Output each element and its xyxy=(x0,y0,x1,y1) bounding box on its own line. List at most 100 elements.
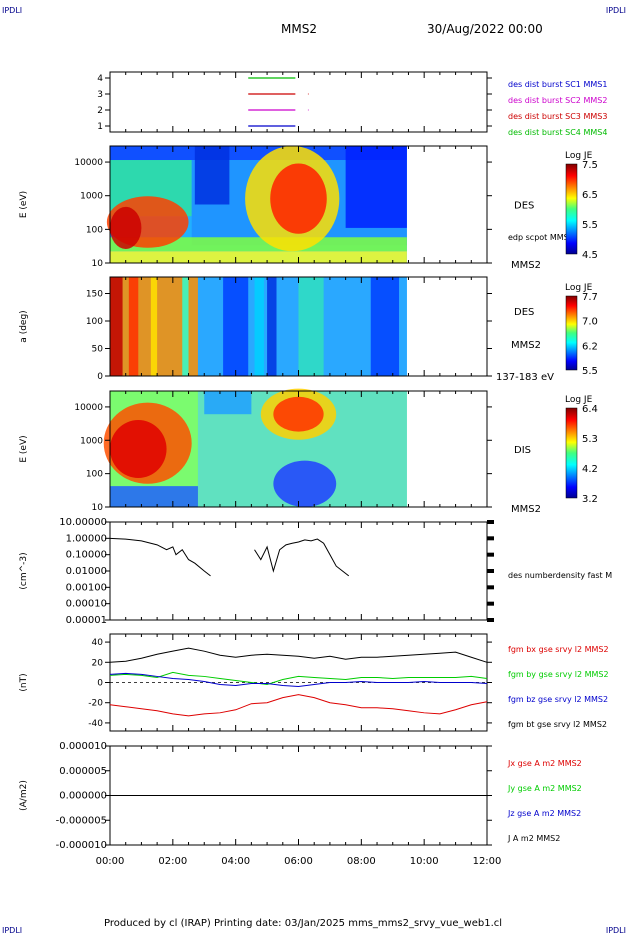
spectrogram-des-energy-block-9 xyxy=(194,146,230,205)
pitch-y-tick-label-3: 150 xyxy=(86,290,103,300)
pitch-y-tick-label-1: 50 xyxy=(92,345,104,355)
bfield-line-3 xyxy=(109,694,488,717)
time-label-1: 02:00 xyxy=(158,856,187,867)
current-tick-label-3: -0.000005 xyxy=(56,815,107,826)
colorbar-title-3: Log JE xyxy=(565,395,593,405)
time-label-5: 10:00 xyxy=(410,856,439,867)
energy-y-3-tick-label-0: 10 xyxy=(92,503,104,513)
density-tick-right-4 xyxy=(487,585,494,590)
energy-y-1-tick-label-3: 10000 xyxy=(74,158,103,168)
density-tick-right-6 xyxy=(487,618,494,622)
colorbar-1 xyxy=(565,163,578,255)
density-tick-label-6: 0.00001 xyxy=(66,615,107,626)
colorbar-tick-2-3: 5.5 xyxy=(582,366,598,377)
spectrogram-des-pitch-block-7 xyxy=(254,277,264,376)
colorbar-2 xyxy=(565,295,578,371)
bfield-line-0 xyxy=(109,647,488,663)
pitch-spacecraft-label: MMS2 xyxy=(511,340,541,351)
bfield-y-tick-label-4: -40 xyxy=(88,719,103,729)
time-label-6: 12:00 xyxy=(473,856,502,867)
scpot-overlay-label: edp scpot MMS2 xyxy=(508,233,574,242)
density-line-1 xyxy=(254,538,350,577)
burst-legend-3: des dist burst SC4 MMS4 xyxy=(508,128,607,137)
energy-ylabel-3: E (eV) xyxy=(19,435,29,462)
species-label-1: DES xyxy=(514,201,534,212)
colorbar-tick-1-3: 4.5 xyxy=(582,250,598,261)
density-tick-right-2 xyxy=(487,552,494,557)
spectrogram-des-energy xyxy=(106,146,407,263)
burst-legend-2: des dist burst SC3 MMS3 xyxy=(508,112,607,121)
energy-ylabel-1: E (eV) xyxy=(19,191,29,218)
spectrogram-des-pitch-block-6 xyxy=(223,277,249,376)
time-label-4: 08:00 xyxy=(347,856,376,867)
current-tick-label-0: 0.000010 xyxy=(59,741,107,752)
current-legend-3: J A m2 MMS2 xyxy=(507,834,560,843)
density-tick-label-4: 0.00100 xyxy=(66,582,107,593)
pitch-y-tick-label-2: 100 xyxy=(86,317,103,327)
spectrogram-dis-energy xyxy=(103,388,407,507)
density-tick-label-5: 0.00010 xyxy=(66,599,107,610)
bfield-y-tick-label-2: 0 xyxy=(97,679,103,689)
colorbar-tick-2-2: 6.2 xyxy=(582,341,598,352)
energy-y-3-tick-label-1: 100 xyxy=(86,470,103,480)
spectrogram-dis-energy-block-8 xyxy=(273,460,337,507)
density-tick-label-1: 1.00000 xyxy=(66,533,107,544)
bfield-legend-2: fgm bz gse srvy l2 MMS2 xyxy=(508,695,608,704)
corner-label-bottom-left: IPDLI xyxy=(2,926,23,935)
spectrogram-des-energy-block-0 xyxy=(110,146,407,161)
energy-y-1-tick-label-0: 10 xyxy=(92,259,104,269)
pitch-species-label: DES xyxy=(514,307,534,318)
time-label-0: 00:00 xyxy=(96,856,125,867)
spacecraft-label-3: MMS2 xyxy=(511,504,541,515)
burst-y-tick-label-3: 4 xyxy=(97,74,103,84)
density-tick-label-3: 0.01000 xyxy=(66,566,107,577)
time-label-3: 06:00 xyxy=(284,856,313,867)
pitch-y-tick-label-0: 0 xyxy=(97,372,103,382)
bfield-y-tick-label-3: -20 xyxy=(88,699,103,709)
colorbar-tick-3-2: 4.2 xyxy=(582,464,598,475)
spectrogram-des-pitch-block-1 xyxy=(110,277,123,376)
energy-y-1-tick-label-1: 100 xyxy=(86,225,103,235)
current-tick-label-4: -0.000010 xyxy=(56,840,107,851)
energy-y-3-tick-label-2: 1000 xyxy=(80,436,103,446)
current-legend-1: Jy gse A m2 MMS2 xyxy=(507,784,582,793)
species-label-3: DIS xyxy=(514,445,531,456)
spacecraft-label-1: MMS2 xyxy=(511,260,541,271)
bfield-y-tick-label-0: 40 xyxy=(92,638,104,648)
density-legend-0: des numberdensity fast M xyxy=(508,571,612,580)
colorbar-title-2: Log JE xyxy=(565,283,593,293)
bfield-legend-1: fgm by gse srvy l2 MMS2 xyxy=(508,670,609,679)
burst-y-tick-label-0: 1 xyxy=(97,122,103,132)
colorbar-tick-1-1: 6.5 xyxy=(582,190,598,201)
colorbar-tick-3-1: 5.3 xyxy=(582,434,598,445)
colorbar-3 xyxy=(565,407,578,499)
date-title: 30/Aug/2022 00:00 xyxy=(427,22,543,36)
spectrogram-des-pitch-block-4 xyxy=(182,277,189,376)
burst-legend-1: des dist burst SC2 MMS2 xyxy=(508,96,607,105)
bfield-y-tick-label-1: 20 xyxy=(92,658,104,668)
corner-label-bottom-right: IPDLI xyxy=(605,926,626,935)
colorbar-tick-1-2: 5.5 xyxy=(582,220,598,231)
spectrogram-des-pitch-block-9 xyxy=(298,277,324,376)
density-tick-label-2: 0.10000 xyxy=(66,550,107,561)
pitch-ylabel: a (deg) xyxy=(19,310,29,342)
spectrogram-des-energy-block-10 xyxy=(345,146,407,228)
colorbar-title-1: Log JE xyxy=(565,151,593,161)
spectrogram-des-energy-block-8 xyxy=(270,163,327,234)
current-legend-0: Jx gse A m2 MMS2 xyxy=(507,759,582,768)
spectrogram-dis-energy-block-3 xyxy=(110,486,198,507)
spacecraft-title: MMS2 xyxy=(281,22,317,36)
burst-legend-0: des dist burst SC1 MMS1 xyxy=(508,80,607,89)
spectrogram-des-energy-block-4 xyxy=(110,251,407,263)
density-tick-label-0: 10.00000 xyxy=(59,517,107,528)
spectrogram-des-energy-block-6 xyxy=(110,206,142,249)
colorbar-tick-2-1: 7.0 xyxy=(582,317,598,328)
density-line-0 xyxy=(109,537,211,577)
density-tick-right-5 xyxy=(487,601,494,606)
spectrogram-des-pitch xyxy=(110,277,407,376)
panel-frame-0 xyxy=(109,71,488,133)
current-tick-label-1: 0.000005 xyxy=(59,766,107,777)
bfield-ylabel: (nT) xyxy=(19,673,29,691)
colorbar-tick-3-3: 3.2 xyxy=(582,494,598,505)
